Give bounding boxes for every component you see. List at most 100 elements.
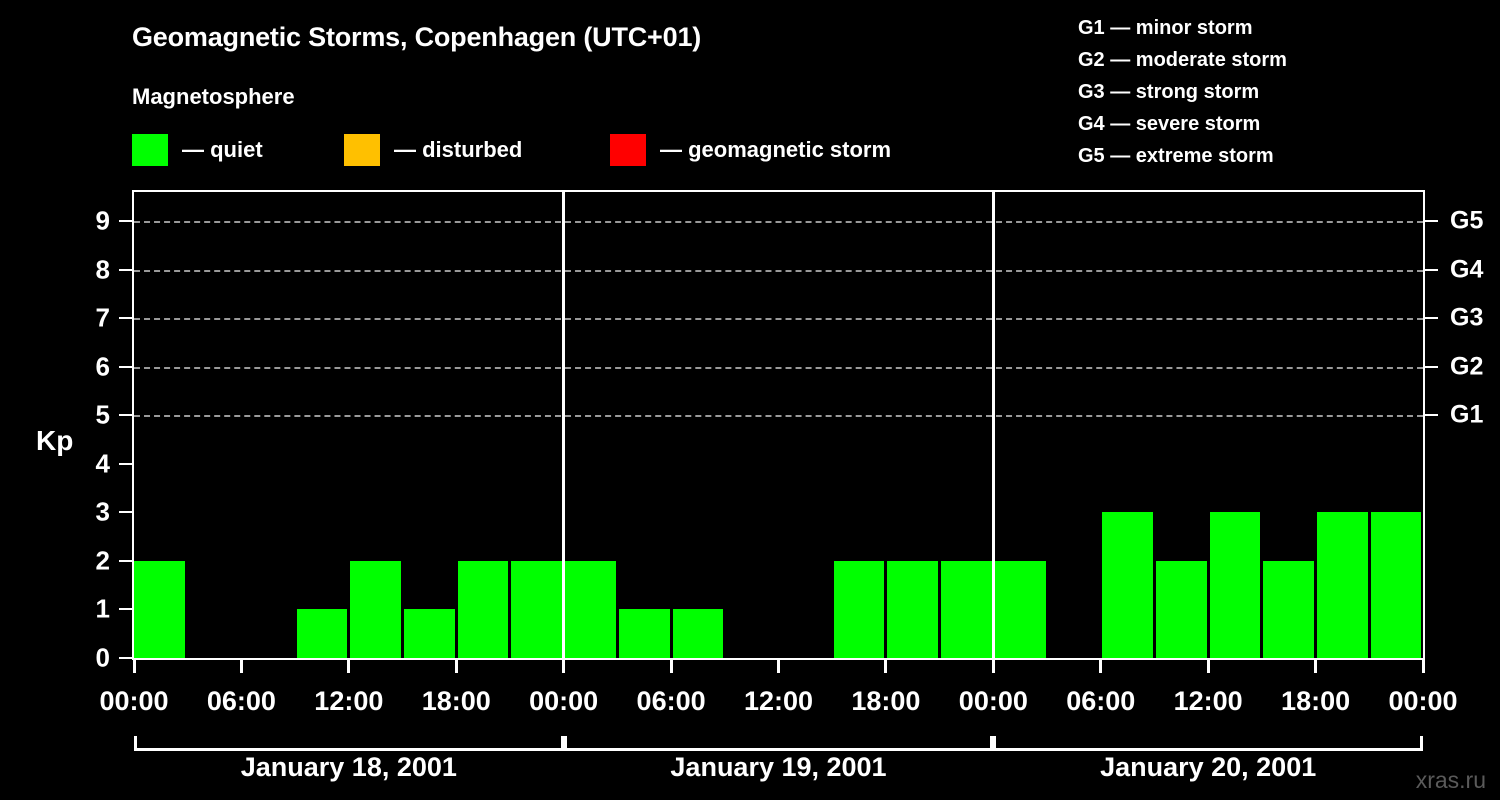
x-tick-label-12: 00:00 — [1388, 686, 1458, 716]
y-tick-label-5: 5 — [95, 399, 110, 430]
legend-label-quiet: — quiet — [182, 137, 263, 162]
gridline-kp-9 — [134, 221, 1423, 224]
gridline-kp-7 — [134, 318, 1423, 321]
y-tick-label-3: 3 — [95, 496, 110, 527]
bar[interactable] — [404, 609, 455, 658]
bar[interactable] — [833, 560, 885, 658]
y-tick-mark-5 — [119, 414, 132, 417]
right-tick-mark-G2 — [1425, 365, 1438, 368]
x-tick-label-1: 06:00 — [206, 686, 276, 716]
y-axis: 0 1 2 3 4 5 6 7 8 9 — [0, 190, 132, 673]
y-tick-label-7: 7 — [95, 302, 110, 333]
bar[interactable] — [994, 560, 1046, 658]
y-tick-mark-4 — [119, 462, 132, 465]
x-tick-mark-9 — [1099, 660, 1103, 673]
day-separator-2 — [991, 192, 995, 658]
day-label-1: January 19, 2001 — [670, 752, 887, 782]
page-title: Geomagnetic Storms, Copenhagen (UTC+01) — [132, 22, 702, 52]
bar[interactable] — [457, 560, 509, 658]
right-tick-label-G4: G4 — [1450, 255, 1484, 284]
legend-item-storm: — geomagnetic storm — [610, 132, 891, 168]
bar[interactable] — [618, 609, 670, 658]
day-bracket-line-1 — [563, 748, 994, 751]
gridlines — [134, 192, 1423, 658]
gridline-kp-6 — [134, 366, 1423, 369]
bar[interactable] — [1209, 512, 1261, 658]
x-tick-label-2: 12:00 — [314, 686, 384, 716]
bar[interactable] — [672, 609, 724, 658]
right-tick-label-G5: G5 — [1450, 206, 1484, 235]
x-tick-label-0: 00:00 — [99, 686, 169, 716]
bar[interactable] — [134, 560, 185, 658]
bar[interactable] — [565, 560, 616, 658]
quiet-swatch — [132, 134, 168, 166]
g-scale-line-g5: G5 — extreme storm — [1078, 145, 1274, 167]
legend-label-storm: — geomagnetic storm — [660, 137, 892, 162]
x-tick-label-6: 12:00 — [743, 686, 814, 716]
right-tick-mark-G3 — [1425, 317, 1438, 320]
day-bracket-tick-0-0 — [134, 736, 137, 750]
bar[interactable] — [1317, 512, 1368, 658]
y-tick-mark-6 — [119, 365, 132, 368]
bar[interactable] — [1102, 512, 1153, 658]
y-tick-label-9: 9 — [95, 205, 110, 236]
right-tick-label-G1: G1 — [1450, 400, 1484, 429]
x-tick-mark-1 — [239, 660, 243, 673]
disturbed-swatch — [344, 134, 380, 166]
y-tick-mark-8 — [119, 268, 132, 271]
x-tick-label-3: 18:00 — [421, 686, 491, 716]
legend-item-quiet: — quiet — [132, 132, 263, 168]
y-tick-label-6: 6 — [95, 351, 110, 382]
right-g-axis: G1 G2 G3 G4 G5 — [1425, 190, 1500, 660]
y-tick-label-0: 0 — [95, 642, 110, 673]
bar[interactable] — [1155, 560, 1207, 658]
x-tick-label-7: 18:00 — [851, 686, 921, 716]
right-tick-mark-G4 — [1425, 268, 1438, 271]
y-tick-label-4: 4 — [95, 448, 110, 479]
day-bracket-tick-2-0 — [993, 736, 997, 750]
y-tick-mark-2 — [119, 559, 132, 562]
right-tick-label-G2: G2 — [1450, 352, 1484, 381]
x-tick-label-11: 18:00 — [1281, 686, 1351, 716]
x-tick-mark-0 — [132, 660, 136, 673]
y-tick-mark-0 — [119, 657, 132, 659]
y-axis-title: Kp — [36, 425, 74, 456]
legend-label-disturbed: — disturbed — [394, 137, 523, 162]
y-tick-mark-7 — [119, 317, 132, 320]
y-tick-label-8: 8 — [95, 254, 110, 285]
bar[interactable] — [1370, 512, 1422, 658]
day-label-0: January 18, 2001 — [240, 752, 457, 782]
bar[interactable] — [296, 609, 348, 658]
right-tick-mark-G5 — [1425, 220, 1438, 223]
x-tick-mark-12 — [1421, 660, 1425, 673]
day-bracket-line-2 — [993, 748, 1423, 751]
y-tick-label-2: 2 — [95, 545, 110, 576]
x-tick-label-9: 06:00 — [1066, 686, 1136, 716]
day-bracket-tick-0-1 — [560, 736, 564, 750]
watermark: xras.ru — [1415, 767, 1486, 793]
bar[interactable] — [350, 560, 402, 658]
day-bracket-line-0 — [134, 748, 564, 751]
gridline-kp-8 — [134, 269, 1423, 272]
legend-item-disturbed: — disturbed — [344, 132, 522, 168]
day-bracket-tick-1-1 — [990, 736, 994, 750]
x-tick-label-8: 00:00 — [958, 686, 1028, 716]
bar[interactable] — [941, 560, 992, 658]
g-scale-line-g1: G1 — minor storm — [1078, 17, 1253, 39]
bar[interactable] — [511, 560, 563, 658]
bar[interactable] — [887, 560, 939, 658]
day-label-2: January 20, 2001 — [1100, 752, 1317, 782]
day-bracket-tick-2-1 — [1420, 736, 1423, 750]
g-scale-line-g3: G3 — strong storm — [1078, 81, 1260, 103]
x-tick-mark-3 — [454, 660, 458, 673]
right-tick-mark-G1 — [1425, 414, 1438, 417]
bar[interactable] — [1263, 560, 1315, 658]
day-separator-1 — [562, 192, 566, 658]
g-scale-line-g4: G4 — severe storm — [1078, 113, 1261, 135]
right-tick-label-G3: G3 — [1450, 303, 1484, 332]
bar-series — [134, 192, 1423, 658]
chart-subtitle: Magnetosphere — [132, 84, 295, 109]
storm-swatch — [610, 134, 646, 166]
x-tick-mark-11 — [1314, 660, 1318, 673]
